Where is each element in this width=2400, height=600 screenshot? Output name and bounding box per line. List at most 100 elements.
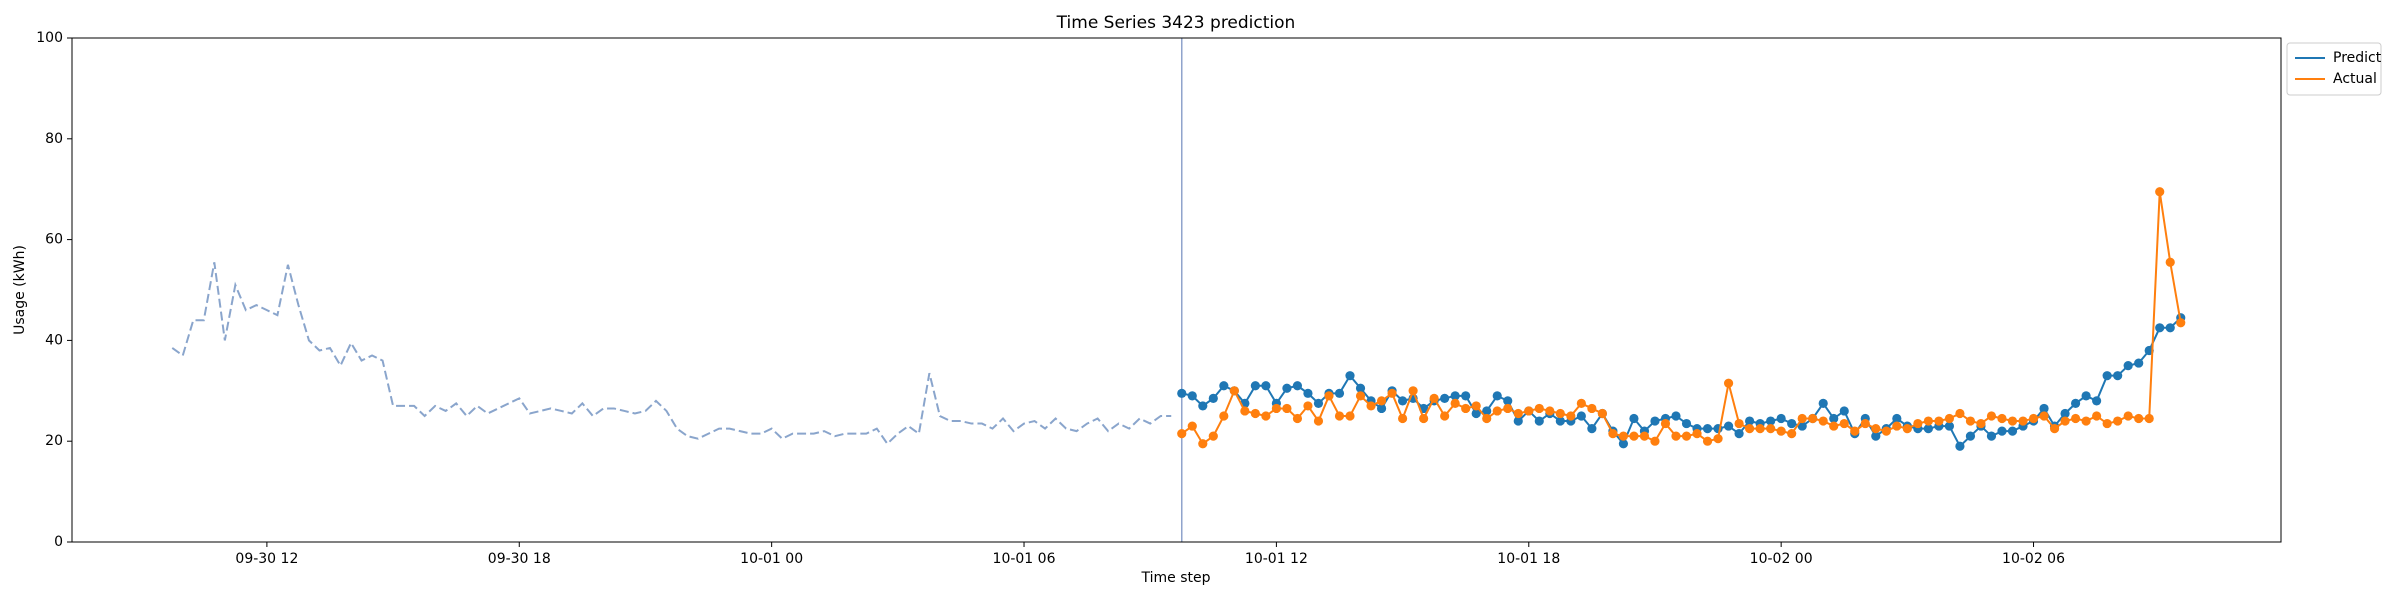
data-point xyxy=(1250,408,1260,419)
data-point xyxy=(2049,424,2060,434)
data-point xyxy=(1261,381,1271,391)
data-point xyxy=(1860,418,1870,429)
data-point xyxy=(1461,403,1471,414)
data-point xyxy=(1187,391,1197,401)
data-point xyxy=(1534,403,1544,414)
data-point xyxy=(1997,413,2007,424)
x-tick-label: 10-02 06 xyxy=(2002,551,2065,567)
data-point xyxy=(1629,413,1639,424)
data-point xyxy=(1850,426,1860,436)
data-point xyxy=(1692,429,1702,439)
data-point xyxy=(2070,398,2081,408)
data-point xyxy=(1576,398,1586,408)
data-point xyxy=(1324,391,1334,401)
data-point xyxy=(1334,388,1345,398)
data-point xyxy=(2092,396,2102,406)
legend: Predict Actual xyxy=(2286,42,2382,96)
data-point xyxy=(1671,431,1681,441)
legend-box xyxy=(2286,42,2382,96)
data-point xyxy=(1671,411,1681,421)
data-point xyxy=(2039,403,2049,414)
data-point xyxy=(1797,421,1807,431)
data-point xyxy=(1797,413,1807,424)
data-point xyxy=(1597,408,1607,419)
data-point xyxy=(1440,393,1450,403)
data-point xyxy=(1376,403,1387,414)
data-point xyxy=(1492,391,1502,401)
data-point xyxy=(2070,413,2081,424)
data-point xyxy=(1208,393,1218,403)
data-point xyxy=(1723,421,1734,431)
data-point xyxy=(1997,426,2007,436)
data-point xyxy=(2123,361,2133,371)
data-point xyxy=(1408,386,1418,396)
x-tick-label: 10-01 18 xyxy=(1497,551,1560,567)
data-point xyxy=(1618,431,1629,441)
data-point xyxy=(1818,398,1828,408)
data-point xyxy=(1776,413,1786,424)
data-point xyxy=(1745,416,1755,426)
data-point xyxy=(1702,424,1713,434)
data-point xyxy=(2007,416,2018,426)
data-point xyxy=(2102,418,2112,429)
data-point xyxy=(1965,431,1976,441)
y-axis-label: Usage (kWh) xyxy=(12,245,28,335)
data-point xyxy=(1702,436,1713,446)
x-tick-label: 10-02 00 xyxy=(1750,551,1813,567)
data-point xyxy=(1334,411,1345,421)
data-point xyxy=(1986,411,1997,421)
data-point xyxy=(2176,318,2186,328)
data-point xyxy=(2081,391,2091,401)
y-tick-label: 60 xyxy=(45,232,63,248)
data-point xyxy=(2144,413,2154,424)
x-tick-label: 10-01 00 xyxy=(740,551,803,567)
data-point xyxy=(1955,441,1965,451)
data-point xyxy=(1787,429,1797,439)
data-point xyxy=(1513,408,1523,419)
data-point xyxy=(1713,434,1723,444)
x-tick-label: 10-01 06 xyxy=(993,551,1056,567)
x-tick-label: 09-30 18 xyxy=(488,551,551,567)
data-point xyxy=(1976,418,1986,429)
data-point xyxy=(2165,257,2175,267)
data-point xyxy=(1650,436,1660,446)
data-point xyxy=(1734,418,1744,429)
data-point xyxy=(1345,371,1355,381)
plot-frame xyxy=(71,37,2282,543)
chart-title: Time Series 3423 prediction xyxy=(1056,13,1296,33)
data-point xyxy=(1576,411,1586,421)
data-point xyxy=(1503,396,1513,406)
y-tick-label: 80 xyxy=(45,131,63,147)
data-point xyxy=(1787,418,1797,429)
data-point xyxy=(1282,403,1292,414)
data-point xyxy=(2113,416,2123,426)
data-point xyxy=(1503,403,1513,414)
data-point xyxy=(1681,431,1692,441)
data-point xyxy=(2102,371,2112,381)
y-tick-label: 40 xyxy=(45,332,63,348)
data-point xyxy=(1303,388,1313,398)
data-point xyxy=(1397,413,1408,424)
data-point xyxy=(1776,426,1786,436)
data-point xyxy=(1965,416,1976,426)
data-point xyxy=(1282,383,1292,393)
data-point xyxy=(1986,431,1997,441)
data-point xyxy=(1429,393,1439,403)
data-point xyxy=(1461,391,1471,401)
data-point xyxy=(1229,386,1239,396)
data-point xyxy=(1292,381,1303,391)
x-tick-label: 09-30 12 xyxy=(235,551,298,567)
data-point xyxy=(1345,411,1355,421)
data-point xyxy=(1923,424,1933,434)
data-point xyxy=(2134,413,2144,424)
data-point xyxy=(1366,401,1376,411)
data-point xyxy=(2018,416,2028,426)
data-point xyxy=(1450,398,1460,408)
data-point xyxy=(1524,406,1534,416)
data-point xyxy=(1745,424,1755,434)
data-point xyxy=(1419,413,1429,424)
data-point xyxy=(1440,411,1450,421)
data-point xyxy=(1944,413,1955,424)
